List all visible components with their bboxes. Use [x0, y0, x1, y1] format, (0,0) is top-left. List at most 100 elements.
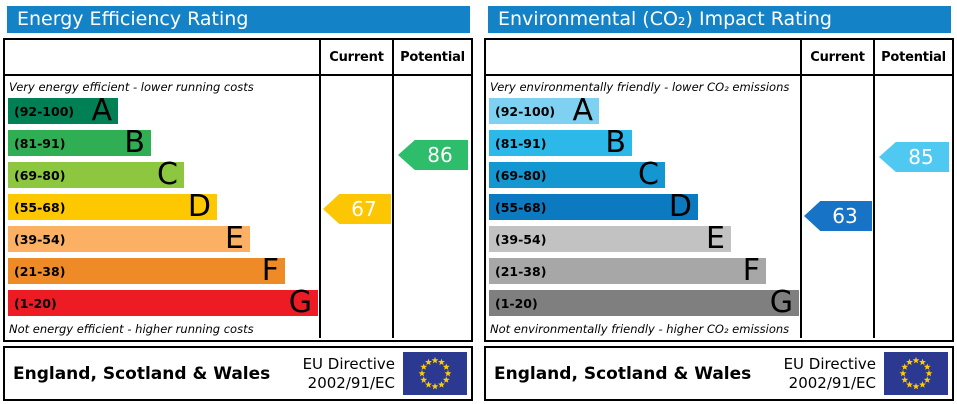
- panel-title: Energy Efficiency Rating: [7, 6, 470, 33]
- band-range-label: (69-80): [14, 167, 66, 183]
- band-range-label: (92-100): [495, 103, 556, 119]
- top-note: Very environmentally friendly - lower CO…: [490, 80, 790, 94]
- current-column-header: Current: [800, 40, 873, 74]
- band-range-label: (1-20): [495, 295, 538, 311]
- band-letter: A: [91, 93, 112, 128]
- eu-directive-label: EU Directive 2002/91/EC: [303, 355, 403, 393]
- band-range-label: (92-100): [14, 103, 75, 119]
- table-header-row: Current Potential: [5, 40, 471, 76]
- region-label: England, Scotland & Wales: [13, 363, 271, 384]
- band-row-d: (55-68) D: [486, 189, 800, 226]
- band-bar-g: (1-20) G: [489, 285, 799, 320]
- region-label: England, Scotland & Wales: [494, 363, 752, 384]
- band-row-b: (81-91) B: [486, 125, 800, 162]
- potential-value-column: 85: [873, 76, 952, 338]
- current-value-column: 67: [319, 76, 392, 338]
- band-bar-f: (21-38) F: [8, 256, 285, 286]
- band-bar-g: (1-20) G: [8, 285, 318, 320]
- potential-column-header: Potential: [873, 40, 952, 74]
- star-icon: [438, 381, 445, 388]
- band-list: (92-100) A (81-91) B (69-80) C (55-68) D (39-54)…: [486, 96, 800, 322]
- band-letter: G: [288, 285, 312, 320]
- band-range-label: (1-20): [14, 295, 57, 311]
- band-row-e: (39-54) E: [5, 221, 319, 258]
- band-row-a: (92-100) A: [486, 96, 800, 130]
- band-letter: D: [187, 189, 211, 224]
- eu-directive-line1: EU Directive: [302, 354, 395, 373]
- star-icon: [912, 382, 920, 390]
- band-row-c: (69-80) C: [486, 160, 800, 194]
- star-icon: [906, 381, 913, 388]
- band-bar-d: (55-68) D: [489, 189, 698, 224]
- star-icon: [919, 358, 926, 366]
- bottom-note: Not environmentally friendly - higher CO…: [490, 322, 790, 336]
- table-header-row: Current Potential: [486, 40, 952, 76]
- band-range-label: (81-91): [14, 135, 66, 151]
- star-icon: [901, 376, 909, 383]
- eu-directive-line2: 2002/91/EC: [788, 373, 876, 392]
- star-icon: [906, 358, 913, 366]
- band-bar-a: (92-100) A: [8, 93, 118, 128]
- band-range-label: (21-38): [14, 263, 66, 279]
- header-spacer: [5, 40, 319, 74]
- band-row-f: (21-38) F: [486, 253, 800, 290]
- band-letter: F: [742, 253, 760, 288]
- footer: England, Scotland & Wales EU Directive 2…: [484, 346, 954, 401]
- bands-area: Very environmentally friendly - lower CO…: [486, 76, 800, 338]
- star-icon: [420, 363, 428, 370]
- band-letter: D: [668, 189, 692, 224]
- footer: England, Scotland & Wales EU Directive 2…: [3, 346, 473, 401]
- band-letter: B: [605, 125, 626, 160]
- star-icon: [899, 369, 907, 377]
- star-icon: [431, 382, 439, 390]
- band-row-b: (81-91) B: [5, 125, 319, 162]
- band-letter: G: [769, 285, 793, 320]
- potential-rating-arrow: 86: [398, 140, 468, 170]
- current-column-header: Current: [319, 40, 392, 74]
- star-icon: [438, 358, 445, 366]
- star-icon: [418, 369, 426, 377]
- band-bar-b: (81-91) B: [489, 125, 632, 160]
- current-rating-arrow: 63: [804, 201, 872, 231]
- eu-directive-line2: 2002/91/EC: [307, 373, 395, 392]
- band-bar-c: (69-80) C: [489, 160, 665, 190]
- eu-directive-line1: EU Directive: [783, 354, 876, 373]
- band-letter: B: [124, 125, 145, 160]
- band-range-label: (81-91): [495, 135, 547, 151]
- star-icon: [444, 369, 452, 377]
- table-body: Very environmentally friendly - lower CO…: [486, 76, 952, 338]
- star-icon: [919, 381, 926, 388]
- band-bar-e: (39-54) E: [8, 221, 250, 256]
- star-icon: [925, 369, 933, 377]
- potential-value-column: 86: [392, 76, 471, 338]
- band-row-a: (92-100) A: [5, 93, 319, 130]
- band-row-d: (55-68) D: [5, 189, 319, 226]
- band-letter: E: [225, 221, 244, 256]
- band-range-label: (69-80): [495, 167, 547, 183]
- energy-efficiency-panel: Energy Efficiency Rating Current Potenti…: [0, 0, 476, 404]
- band-row-c: (69-80) C: [5, 157, 319, 194]
- band-row-g: (1-20) G: [5, 285, 319, 322]
- band-bar-c: (69-80) C: [8, 157, 184, 192]
- table-body: Very energy efficient - lower running co…: [5, 76, 471, 338]
- rating-table: Current Potential Very environmentally f…: [484, 38, 954, 342]
- band-bar-b: (81-91) B: [8, 125, 151, 160]
- band-bar-e: (39-54) E: [489, 221, 731, 256]
- star-icon: [442, 376, 450, 383]
- band-bar-a: (92-100) A: [489, 96, 599, 126]
- environmental-impact-panel: Environmental (CO₂) Impact Rating Curren…: [481, 0, 957, 404]
- band-range-label: (21-38): [495, 263, 547, 279]
- potential-column-header: Potential: [392, 40, 471, 74]
- header-spacer: [486, 40, 800, 74]
- star-icon: [923, 376, 931, 383]
- band-row-f: (21-38) F: [5, 256, 319, 290]
- band-bar-d: (55-68) D: [8, 189, 217, 224]
- band-row-g: (1-20) G: [486, 285, 800, 322]
- band-letter: E: [706, 221, 725, 256]
- band-letter: C: [157, 157, 178, 192]
- band-range-label: (55-68): [495, 199, 547, 215]
- eu-flag-icon: [403, 352, 467, 395]
- current-value-column: 63: [800, 76, 873, 338]
- eu-directive-label: EU Directive 2002/91/EC: [784, 355, 884, 393]
- eu-flag-icon: [884, 352, 948, 395]
